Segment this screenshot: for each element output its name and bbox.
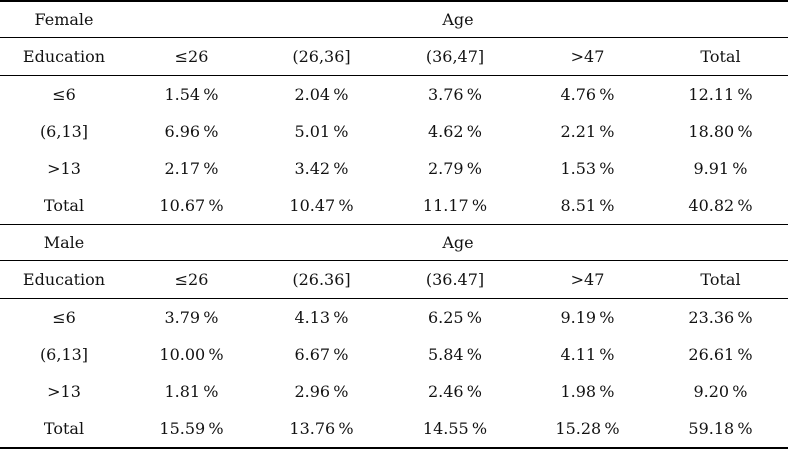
cell-value: 2.21 % (560, 122, 615, 141)
row-label: (6,13] (39, 122, 89, 141)
cell-value: 40.82 % (653, 187, 788, 225)
row-label: ≤6 (52, 308, 76, 327)
cell-value: 3.76 % (427, 85, 483, 104)
age-span-header-male: Age (128, 224, 788, 261)
col-header-education: Education (0, 37, 128, 76)
row-label: >13 (47, 159, 81, 178)
section-title-female: Female (0, 1, 128, 38)
cell-value: 10.67 % (128, 187, 255, 225)
cell-value: 14.55 % (422, 419, 488, 438)
cell-value: 1.53 % (560, 159, 615, 178)
cell-value: 4.76 % (560, 85, 615, 104)
col-header-le26: ≤26 (128, 37, 255, 76)
cell-value: 4.62 % (427, 122, 483, 141)
cell-value: 26.61 % (688, 345, 753, 364)
cell-value: 2.04 % (294, 85, 349, 104)
cell-value: 23.36 % (688, 308, 753, 327)
cell-value: 2.96 % (294, 382, 349, 401)
cell-value: 4.13 % (294, 308, 349, 327)
row-label: ≤6 (52, 85, 76, 104)
cell-value: 1.98 % (560, 382, 615, 401)
col-header-total: Total (653, 37, 788, 76)
male-section-title-row: Male Age (0, 224, 788, 261)
table-row: >13 1.81 % 2.96 % 2.46 % 1.98 % 9.20 % (0, 373, 788, 410)
cell-value: 8.51 % (522, 187, 653, 225)
cell-value: 13.76 % (289, 419, 354, 438)
cell-value: 18.80 % (688, 122, 753, 141)
cell-value: 10.00 % (159, 345, 224, 364)
female-section-title-row: Female Age (0, 1, 788, 38)
col-header-education: Education (0, 260, 128, 299)
col-header-36-47: (36,47] (388, 37, 522, 76)
cell-value: 3.42 % (294, 159, 349, 178)
row-label: (6,13] (39, 345, 89, 364)
cell-value: 4.11 % (560, 345, 615, 364)
cell-value: 59.18 % (688, 419, 753, 438)
section-title-male: Male (0, 224, 128, 261)
cell-value: 10.47 % (255, 187, 388, 225)
cell-value: 6.67 % (294, 345, 349, 364)
cell-value: 1.54 % (164, 85, 219, 104)
age-span-header-female: Age (128, 1, 788, 38)
male-header-row: Education ≤26 (26.36] (36.47] >47 Total (0, 260, 788, 299)
cell-value: 6.25 % (427, 308, 483, 327)
table-row: >13 2.17 % 3.42 % 2.79 % 1.53 % 9.91 % (0, 150, 788, 187)
cell-value: 1.81 % (164, 382, 219, 401)
cell-value: 2.17 % (164, 159, 219, 178)
col-header-26-36: (26,36] (255, 37, 388, 76)
table-row-total: Total 15.59 % 13.76 % 14.55 % 15.28 % 59… (0, 410, 788, 448)
table-row: (6,13] 6.96 % 5.01 % 4.62 % 2.21 % 18.80… (0, 113, 788, 150)
table-row: ≤6 3.79 % 4.13 % 6.25 % 9.19 % 23.36 % (0, 299, 788, 337)
col-header-gt47: >47 (522, 260, 653, 299)
cell-value: 15.59 % (159, 419, 224, 438)
cell-value: 5.01 % (294, 122, 349, 141)
col-header-26-36: (26.36] (255, 260, 388, 299)
row-label: >13 (47, 382, 81, 401)
cell-value: 9.91 % (693, 159, 748, 178)
table-row: (6,13] 10.00 % 6.67 % 5.84 % 4.11 % 26.6… (0, 336, 788, 373)
row-label: Total (43, 419, 85, 438)
female-header-row: Education ≤26 (26,36] (36,47] >47 Total (0, 37, 788, 76)
table-row-total: Total 10.67 % 10.47 % 11.17 % 8.51 % 40.… (0, 187, 788, 225)
cell-value: 2.46 % (427, 382, 483, 401)
cell-value: 3.79 % (164, 308, 219, 327)
table-row: ≤6 1.54 % 2.04 % 3.76 % 4.76 % 12.11 % (0, 76, 788, 114)
cell-value: 9.19 % (560, 308, 615, 327)
cell-value: 11.17 % (388, 187, 522, 225)
col-header-36-47: (36.47] (388, 260, 522, 299)
cell-value: 2.79 % (427, 159, 483, 178)
cell-value: 5.84 % (427, 345, 483, 364)
cell-value: 15.28 % (555, 419, 620, 438)
cell-value: 9.20 % (693, 382, 748, 401)
col-header-gt47: >47 (522, 37, 653, 76)
cell-value: 12.11 % (688, 85, 753, 104)
row-label: Total (0, 187, 128, 225)
cell-value: 6.96 % (164, 122, 219, 141)
col-header-total: Total (653, 260, 788, 299)
col-header-le26: ≤26 (128, 260, 255, 299)
